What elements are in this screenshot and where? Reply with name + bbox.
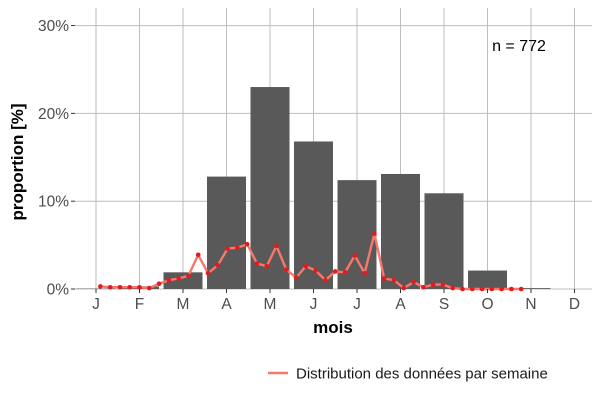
series-point-19 [284,267,289,272]
series-point-42 [509,286,514,292]
series-point-17 [264,263,270,269]
series-point-33 [421,284,426,290]
series-point-4 [137,284,142,290]
x-tick-label-6: J [353,296,361,313]
series-point-22 [313,268,318,273]
series-point-7 [166,277,172,283]
legend: Distribution des données par semaine [268,366,548,383]
series-point-20 [293,275,299,280]
bar-10 [511,288,551,289]
x-tick-label-4: M [264,296,277,313]
y-tick-label-2: 20% [38,106,69,123]
x-axis-title: mois [313,318,353,337]
series-point-9 [186,273,191,279]
series-point-26 [352,253,358,258]
x-tick-label-9: O [481,296,493,313]
bar-5 [294,141,333,289]
y-tick-label-1: 10% [38,194,69,211]
x-tick-label-1: F [135,296,144,313]
bar-9 [468,270,507,289]
series-point-15 [244,241,250,247]
series-point-1 [107,284,113,290]
sample-size-annotation: n = 772 [492,38,546,55]
series-point-31 [401,285,407,291]
series-point-6 [156,281,162,287]
x-tick-label-10: N [525,296,536,313]
x-tick-label-7: A [395,296,406,313]
bar-2 [163,272,203,289]
series-point-36 [450,285,456,291]
x-tick-label-11: D [569,296,580,313]
series-point-2 [117,284,123,290]
y-tick-label-0: 0% [47,282,70,299]
series-point-28 [372,231,377,236]
series-point-39 [479,286,485,292]
x-tick-label-5: J [310,296,318,313]
y-axis-title: proportion [%] [8,103,27,220]
series-point-29 [381,276,387,281]
series-point-34 [430,282,436,287]
series-point-14 [235,245,240,251]
x-tick-label-3: A [221,296,232,313]
bars [76,87,551,289]
weekly-line-series [98,231,524,292]
bar-7 [381,173,420,289]
series-point-8 [176,276,181,281]
series-point-32 [411,279,416,285]
series-point-10 [195,252,201,258]
series-point-38 [469,286,475,292]
series-point-25 [342,270,348,275]
series-point-43 [518,286,524,292]
x-tick-label-8: S [439,296,449,313]
x-tick-label-0: J [92,296,100,313]
series-point-41 [499,286,504,292]
bar-3 [207,176,246,289]
x-tick-label-2: M [177,296,190,313]
series-point-35 [440,282,446,287]
bar-8 [424,193,464,289]
legend-label: Distribution des données par semaine [296,366,548,383]
y-tick-label-3: 30% [38,18,69,35]
series-point-37 [460,286,465,292]
series-point-11 [205,270,211,276]
series-point-12 [215,262,221,268]
series-point-30 [391,277,397,283]
series-point-40 [489,286,495,292]
series-point-23 [323,277,328,283]
series-point-18 [274,243,279,249]
bar-4 [250,87,290,289]
series-point-3 [127,284,133,290]
series-point-21 [303,263,309,269]
series-point-27 [362,270,367,276]
series-point-13 [225,246,230,251]
series-point-0 [98,284,103,289]
series-point-16 [254,261,260,266]
series-point-5 [146,285,152,291]
series-point-24 [332,269,338,274]
y-axis-ticks: 0% 10% 20% 30% [38,18,75,299]
